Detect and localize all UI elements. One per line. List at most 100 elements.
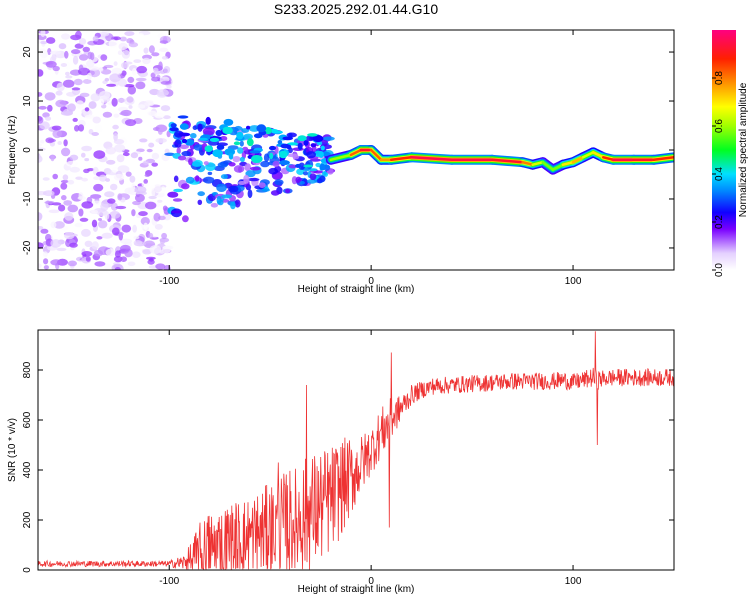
spectrogram-ytick-label: -20: [22, 240, 33, 255]
heatmap-cell: [105, 248, 116, 256]
spectrogram-xlabel: Height of straight line (km): [298, 284, 415, 295]
heatmap-cell: [319, 163, 326, 171]
heatmap-cell: [42, 112, 50, 118]
heatmap-cell: [288, 164, 298, 169]
heatmap-cell: [50, 221, 57, 229]
heatmap-cell: [84, 114, 95, 119]
heatmap-cell: [312, 135, 324, 143]
heatmap-cell: [38, 143, 42, 147]
heatmap-cell: [228, 162, 236, 167]
heatmap-cell: [256, 124, 267, 133]
heatmap-cell: [158, 61, 163, 71]
heatmap-cell: [309, 173, 317, 181]
heatmap-cell: [144, 173, 150, 177]
heatmap-cell: [87, 51, 93, 60]
heatmap-cell: [78, 38, 87, 45]
heatmap-cell: [313, 170, 324, 174]
heatmap-cell: [83, 168, 90, 174]
heatmap-cell: [303, 140, 309, 146]
heatmap-cell: [128, 105, 133, 109]
heatmap-cell: [38, 92, 43, 97]
heatmap-cell: [91, 200, 102, 205]
heatmap-cell: [60, 182, 68, 190]
heatmap-cell: [170, 123, 177, 128]
heatmap-cell: [82, 79, 92, 84]
heatmap-cell: [176, 147, 181, 155]
heatmap-cell: [306, 151, 316, 159]
heatmap-cell: [277, 140, 283, 145]
heatmap-cell: [71, 87, 81, 91]
heatmap-cell: [273, 174, 280, 179]
heatmap-cell: [246, 138, 254, 147]
heatmap-cell: [113, 61, 118, 66]
heatmap-cell: [117, 50, 123, 55]
heatmap-cell: [161, 56, 168, 60]
heatmap-cell: [274, 179, 284, 186]
heatmap-cell: [74, 222, 83, 228]
colorbar-tick-label: 0.8: [714, 71, 725, 85]
heatmap-cell: [310, 143, 317, 148]
colorbar-tick-label: 0.6: [714, 119, 725, 133]
heatmap-cell: [120, 244, 131, 252]
heatmap-cell: [299, 181, 305, 185]
heatmap-cell: [204, 145, 213, 152]
heatmap-cell: [63, 200, 73, 206]
heatmap-cell: [129, 175, 136, 183]
heatmap-cell: [65, 71, 70, 76]
heatmap-cell: [88, 101, 97, 109]
heatmap-cell: [198, 137, 208, 141]
heatmap-cell: [69, 154, 79, 161]
heatmap-cell: [136, 65, 148, 74]
heatmap-cell: [93, 183, 104, 192]
snr-ytick-label: 600: [22, 411, 33, 428]
heatmap-cell: [216, 183, 227, 192]
heatmap-cell: [236, 131, 244, 140]
heatmap-cell: [173, 188, 184, 193]
heatmap-cell: [62, 79, 75, 88]
heatmap-cell: [159, 40, 169, 44]
heatmap-cell: [221, 194, 233, 199]
heatmap-cell: [87, 72, 92, 81]
heatmap-cell: [160, 186, 166, 193]
ridge-segment: [531, 160, 545, 166]
heatmap-cell: [75, 100, 85, 109]
snr-xtick-label: 0: [368, 576, 374, 587]
heatmap-cell: [303, 164, 313, 168]
heatmap-cell: [40, 228, 49, 234]
colorbar-tick-label: 0.2: [714, 215, 725, 229]
snr-panel: -100 0 100 0 200 400 600 800 Height of straight…: [7, 329, 675, 595]
ridge-layer: [329, 148, 674, 171]
heatmap-cell: [40, 30, 46, 37]
heatmap-cell: [154, 223, 163, 230]
heatmap-cell: [181, 150, 192, 157]
heatmap-cell: [48, 209, 60, 214]
heatmap-cell: [57, 141, 62, 145]
heatmap-cell: [91, 219, 98, 228]
heatmap-cell: [91, 241, 99, 250]
heatmap-cell: [269, 152, 274, 160]
heatmap-cell: [98, 218, 102, 221]
heatmap-cell: [102, 111, 113, 118]
heatmap-cell: [113, 139, 125, 145]
heatmap-cell: [159, 238, 166, 245]
heatmap-cell: [233, 141, 241, 146]
spectrogram-xtick-label: 100: [565, 276, 582, 287]
heatmap-cell: [191, 159, 203, 167]
heatmap-cell: [114, 144, 126, 153]
heatmap-cell: [99, 98, 105, 106]
heatmap-cell: [50, 239, 62, 248]
heatmap-cell: [270, 190, 280, 196]
heatmap-cell: [113, 36, 121, 41]
heatmap-cell: [155, 202, 161, 208]
heatmap-cell: [138, 156, 143, 161]
heatmap-cell: [135, 81, 146, 90]
heatmap-cell: [263, 153, 270, 162]
heatmap-cell: [151, 52, 160, 57]
snr-plot-area: [38, 331, 674, 570]
heatmap-cell: [100, 69, 112, 75]
heatmap-cell: [93, 150, 106, 159]
heatmap-cell: [197, 191, 205, 197]
heatmap-cell: [269, 145, 276, 151]
heatmap-cell: [113, 132, 118, 142]
heatmap-cell: [162, 245, 171, 254]
